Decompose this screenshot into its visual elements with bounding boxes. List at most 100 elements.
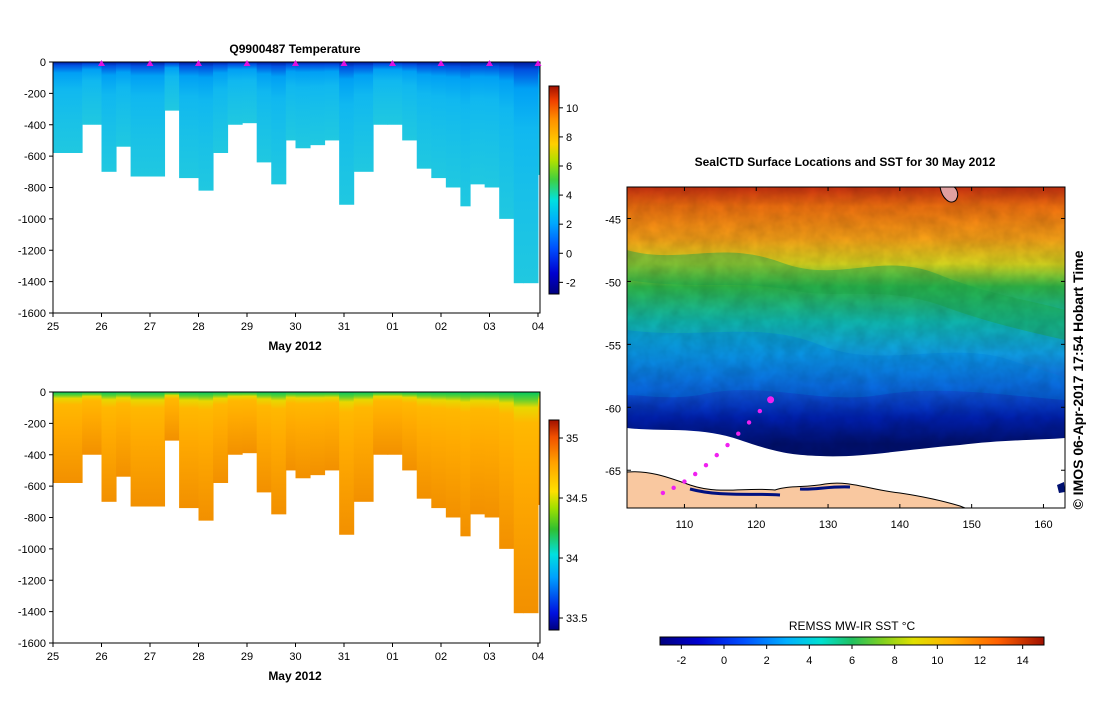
profile-column xyxy=(387,392,403,455)
map-latitude-axis: -45 -50 -55 -60 -65 xyxy=(605,214,1065,478)
profile-column xyxy=(164,62,180,111)
y-tick-label: -1400 xyxy=(18,607,46,619)
profile-column xyxy=(402,62,418,141)
profile-column xyxy=(179,62,199,179)
map-y-tick-label: -50 xyxy=(605,277,621,289)
surface-marker xyxy=(534,60,542,66)
y-tick-label: -1600 xyxy=(18,638,46,650)
profile-column xyxy=(310,392,326,476)
profile-column xyxy=(82,392,102,455)
y-tick-label: 0 xyxy=(40,57,46,69)
salinity-x-axis: 25 26 27 28 29 30 31 01 02 03 04 xyxy=(47,643,544,663)
map-y-tick-label: -60 xyxy=(605,403,621,415)
x-tick-label: 02 xyxy=(435,651,447,663)
track-point xyxy=(767,396,775,404)
track-point xyxy=(736,431,741,436)
profile-column xyxy=(499,62,515,219)
x-tick-label: 04 xyxy=(532,651,544,663)
map-x-tick-label: 140 xyxy=(891,519,909,531)
y-tick-label: -1400 xyxy=(18,277,46,289)
coastal-cold-water-east xyxy=(1057,482,1065,493)
sst-colorbar xyxy=(659,636,1045,646)
map-x-tick-label: 130 xyxy=(819,519,837,531)
profile-column xyxy=(242,392,258,454)
profile-column xyxy=(353,392,374,502)
profile-column xyxy=(373,62,389,125)
seal-track xyxy=(660,396,775,496)
map-field xyxy=(627,187,1065,508)
profile-column xyxy=(484,392,500,518)
profile-column xyxy=(484,62,500,188)
sst-colorbar-tick-label: -2 xyxy=(676,655,686,667)
profile-column xyxy=(256,62,272,163)
x-tick-label: 29 xyxy=(241,651,253,663)
sst-colorbar-tick-label: 4 xyxy=(806,655,812,667)
x-tick-label: 03 xyxy=(483,651,495,663)
sst-map: SealCTD Surface Locations and SST for 30… xyxy=(605,155,1086,667)
temperature-profiles xyxy=(53,62,541,284)
map-x-tick-label: 160 xyxy=(1034,519,1052,531)
x-tick-label: 26 xyxy=(95,321,107,333)
profile-column xyxy=(470,392,486,515)
temperature-chart-title: Q9900487 Temperature xyxy=(229,42,361,56)
salinity-profiles xyxy=(53,392,541,614)
profile-column xyxy=(402,392,418,471)
track-point xyxy=(693,471,698,477)
profile-column xyxy=(53,392,69,483)
map-frame xyxy=(626,186,1066,509)
x-tick-label: 27 xyxy=(144,321,156,333)
profile-column xyxy=(256,392,272,493)
track-point xyxy=(714,452,719,458)
sst-colorbar-tick-label: 0 xyxy=(721,655,727,667)
colorbar-tick-label: 2 xyxy=(566,219,572,231)
profile-column xyxy=(523,62,539,284)
y-tick-label: -200 xyxy=(24,418,46,430)
profile-column xyxy=(213,392,229,483)
profile-column xyxy=(116,62,132,147)
y-tick-label: 0 xyxy=(40,387,46,399)
profile-column xyxy=(373,392,389,455)
map-y-tick-label: -45 xyxy=(605,214,621,226)
map-x-tick-label: 150 xyxy=(962,519,980,531)
profile-column xyxy=(242,62,258,124)
profile-column xyxy=(470,62,486,185)
track-point xyxy=(703,463,709,468)
temperature-x-label: May 2012 xyxy=(268,339,322,353)
profile-column xyxy=(324,392,340,471)
profile-column xyxy=(82,62,102,125)
sst-colorbar-tick-label: 8 xyxy=(892,655,898,667)
profile-column xyxy=(227,62,243,125)
x-tick-label: 29 xyxy=(241,321,253,333)
map-y-tick-label: -65 xyxy=(605,466,621,478)
coastal-cold-water xyxy=(689,485,851,497)
colorbar-tick-label: 33.5 xyxy=(566,613,587,625)
profile-column xyxy=(431,392,447,509)
salinity-colorbar xyxy=(548,419,560,631)
profile-column xyxy=(101,62,117,172)
profile-column xyxy=(445,62,461,188)
surface-marker xyxy=(486,60,493,66)
x-tick-label: 01 xyxy=(386,651,398,663)
y-tick-label: -1600 xyxy=(18,308,46,320)
colorbar-tick-label: 6 xyxy=(566,161,572,173)
track-point xyxy=(660,490,666,496)
surface-marker xyxy=(146,60,154,66)
profile-column xyxy=(145,392,166,507)
map-title: SealCTD Surface Locations and SST for 30… xyxy=(695,155,996,169)
track-point xyxy=(725,442,730,448)
profile-column xyxy=(285,392,296,471)
y-tick-label: -200 xyxy=(24,88,46,100)
profile-column xyxy=(416,62,432,169)
profile-column xyxy=(460,62,471,207)
temperature-colorbar-ticks: -2 0 2 4 6 8 10 xyxy=(559,103,578,289)
x-tick-label: 25 xyxy=(47,321,59,333)
profile-column xyxy=(179,392,199,509)
surface-marker xyxy=(389,60,396,66)
profile-column xyxy=(431,62,447,179)
profile-column xyxy=(499,392,515,549)
temperature-surface-markers xyxy=(98,60,542,66)
colorbar-tick-label: 34 xyxy=(566,553,578,565)
profile-column xyxy=(538,392,541,505)
profile-column xyxy=(67,62,83,153)
